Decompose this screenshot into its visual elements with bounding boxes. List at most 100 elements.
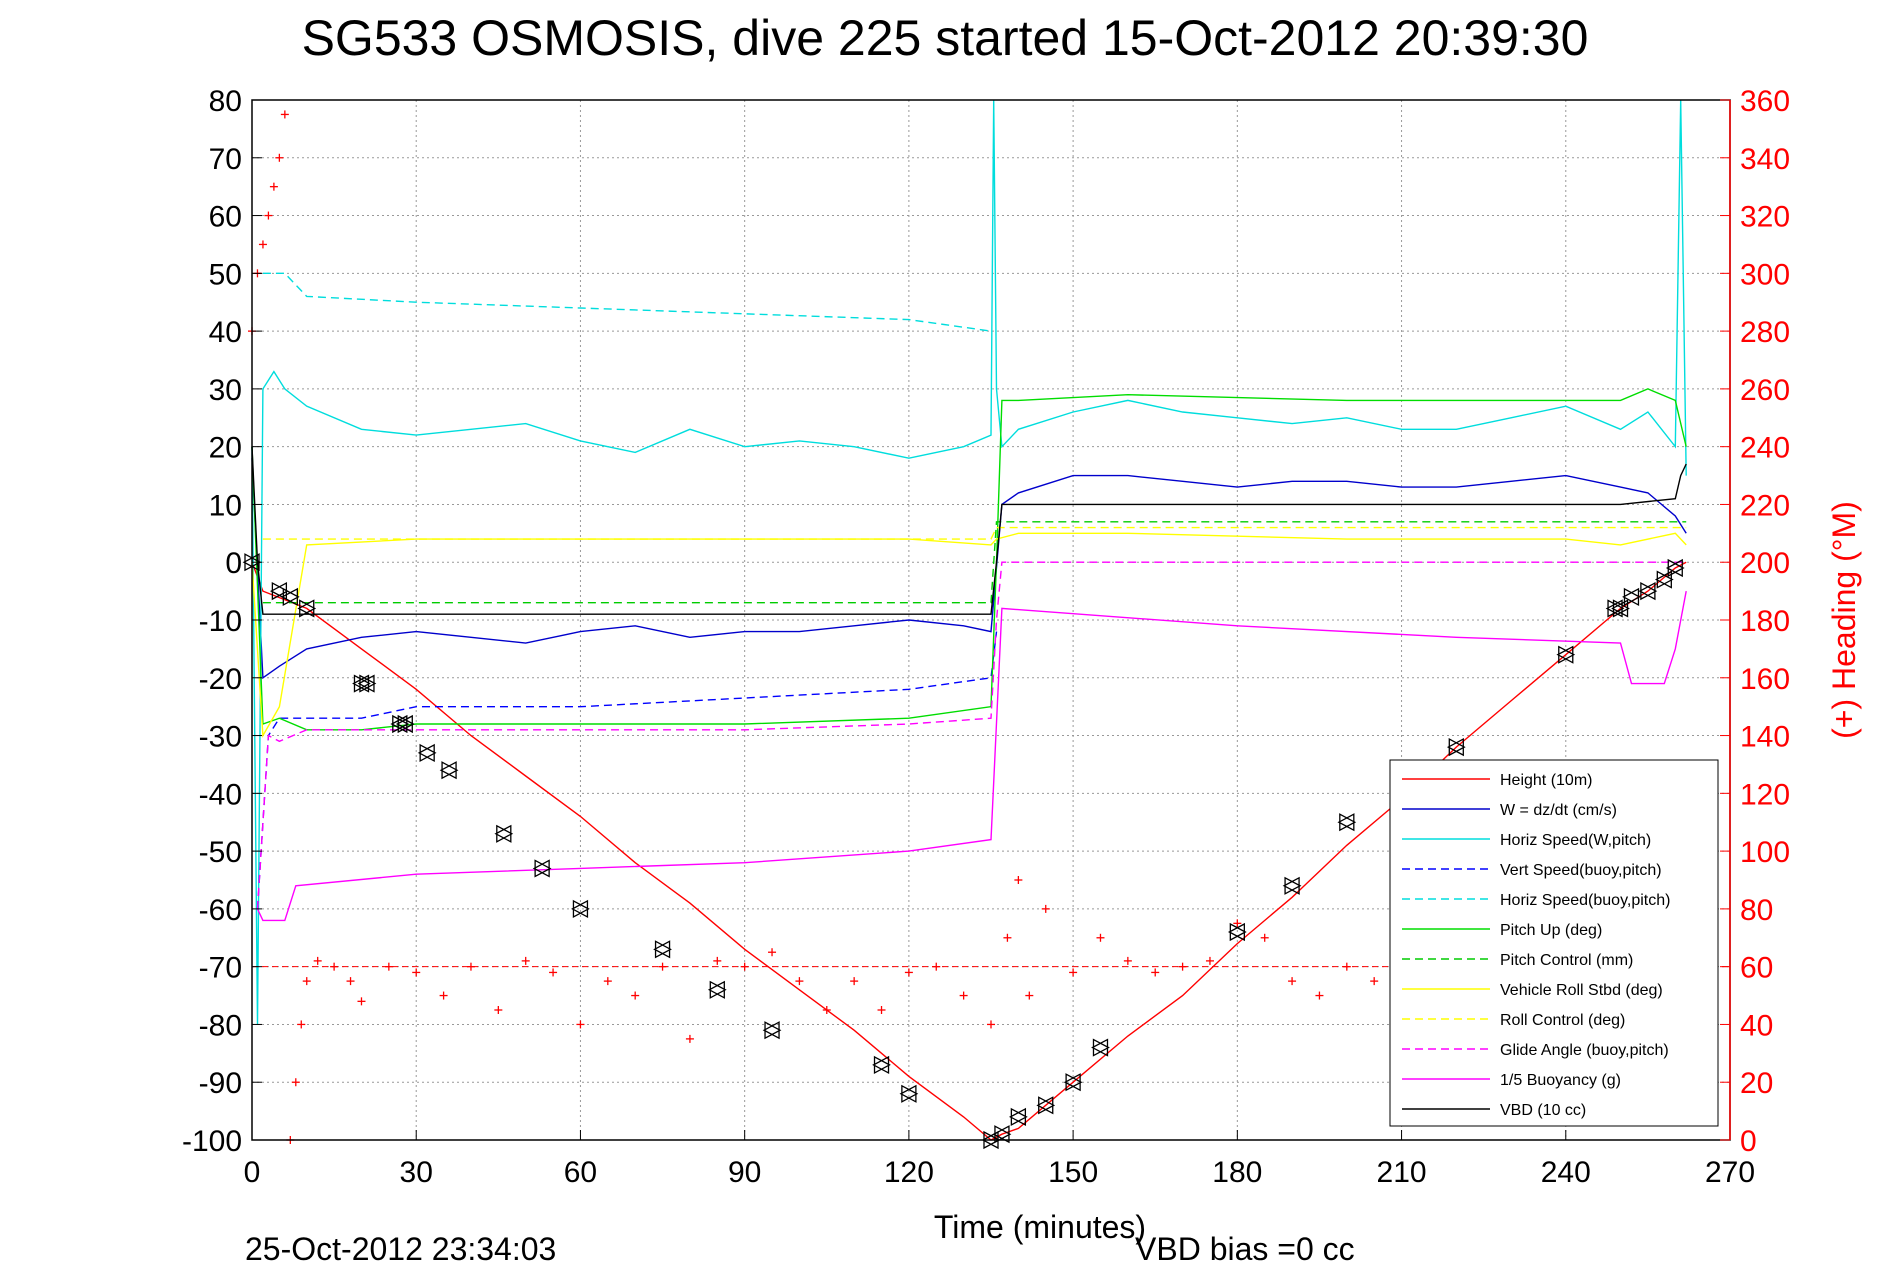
height-marker — [1654, 570, 1674, 589]
y-axis-left: 80 70 60 50 40 30 20 10 0 -10 -20 -30 -40 -50 -60 -70 -8… — [182, 85, 262, 1158]
height-marker — [1227, 922, 1247, 942]
y-tick-label: 40 — [209, 316, 242, 349]
legend: Height (10m) W = dz/dt (cm/s) Horiz Speed(… — [1389, 759, 1719, 1127]
heading-point — [904, 968, 913, 977]
heading-point — [258, 240, 267, 249]
x-axis: 0 30 60 90 120 150 180 210 240 270 — [244, 1130, 1755, 1189]
heading-point — [850, 977, 859, 986]
heading-point — [280, 110, 289, 119]
heading-point — [1041, 904, 1050, 913]
y-right-tick-label: 220 — [1740, 489, 1790, 522]
y-tick-label: 0 — [225, 547, 242, 580]
heading-point — [357, 997, 366, 1006]
x-tick-label: 180 — [1212, 1156, 1262, 1189]
height-marker — [762, 1021, 782, 1040]
heading-point — [439, 991, 448, 1000]
heading-point — [603, 977, 612, 986]
y-tick-label: 50 — [209, 258, 242, 291]
height-marker — [899, 1084, 919, 1103]
y-right-tick-label: 40 — [1740, 1009, 1773, 1042]
y-tick-label: -30 — [199, 721, 242, 754]
heading-point — [264, 211, 273, 220]
height-marker — [1282, 876, 1302, 895]
legend-label: Glide Angle (buoy,pitch) — [1500, 1042, 1669, 1059]
y-right-tick-label: 320 — [1740, 201, 1790, 234]
height-marker — [1063, 1073, 1083, 1092]
height-marker — [1337, 813, 1357, 832]
y-tick-label: -20 — [199, 663, 242, 696]
series-layer — [251, 99, 1687, 1141]
heading-point — [1003, 933, 1012, 942]
heading-point — [959, 991, 968, 1000]
y-tick-label: 60 — [209, 201, 242, 234]
height-marker — [417, 743, 437, 762]
y-tick-label: 80 — [209, 85, 242, 118]
series-line-1 — [251, 458, 1687, 680]
series-line-6 — [262, 521, 1687, 604]
legend-label: W = dz/dt (cm/s) — [1500, 802, 1617, 819]
height-marker — [390, 714, 410, 734]
y-right-tick-label: 140 — [1740, 721, 1790, 754]
y-tick-label: -100 — [182, 1125, 242, 1158]
height-marker — [297, 599, 317, 618]
heading-point — [1205, 956, 1214, 965]
legend-label: VBD (10 cc) — [1500, 1102, 1586, 1119]
heading-point — [269, 182, 278, 191]
series-line-0 — [251, 561, 1687, 1141]
y-right-tick-label: 240 — [1740, 432, 1790, 465]
series-line-10 — [256, 590, 1687, 922]
x-tick-label: 90 — [728, 1156, 761, 1189]
height-marker — [357, 674, 377, 693]
heading-point — [1096, 933, 1105, 942]
x-tick-label: 210 — [1377, 1156, 1427, 1189]
x-tick-label: 0 — [244, 1156, 261, 1189]
height-marker — [571, 899, 590, 918]
y-tick-label: -50 — [199, 836, 242, 869]
heading-point — [1025, 991, 1034, 1000]
height-marker — [1036, 1096, 1056, 1115]
y-right-tick-label: 180 — [1740, 605, 1790, 638]
heading-point — [631, 991, 640, 1000]
heading-point — [576, 1020, 585, 1029]
legend-label: Pitch Up (deg) — [1500, 922, 1602, 939]
legend-label: Roll Control (deg) — [1500, 1012, 1625, 1029]
series-line-2 — [251, 99, 1687, 1025]
height-marker — [532, 859, 552, 878]
y-axis-right: 3603403203002802602402202001801601401201… — [1720, 85, 1790, 1158]
heading-point — [521, 956, 530, 965]
heading-point — [302, 977, 311, 986]
heading-point — [685, 1034, 694, 1043]
heading-point — [297, 1020, 306, 1029]
heading-point — [1151, 968, 1160, 977]
heading-point — [1123, 956, 1132, 965]
y-tick-label: -70 — [199, 952, 242, 985]
legend-label: Vehicle Roll Stbd (deg) — [1500, 982, 1663, 999]
heading-point — [713, 956, 722, 965]
y-right-tick-label: 340 — [1740, 143, 1790, 176]
footer-vbd-bias: VBD bias =0 cc — [1135, 1231, 1355, 1262]
height-marker — [352, 674, 371, 693]
heading-point — [1014, 876, 1023, 884]
y-tick-label: -90 — [199, 1067, 242, 1100]
heading-point — [412, 968, 421, 977]
heading-point — [1288, 977, 1297, 986]
height-marker — [653, 940, 672, 959]
x-tick-label: 120 — [884, 1156, 934, 1189]
height-marker — [1622, 587, 1641, 606]
y-tick-label: 70 — [209, 143, 242, 176]
x-tick-label: 270 — [1705, 1156, 1755, 1189]
heading-point — [494, 1006, 503, 1014]
y-right-tick-label: 160 — [1740, 663, 1790, 696]
heading-point — [346, 977, 355, 986]
y-tick-label: 20 — [209, 432, 242, 465]
heading-point — [822, 1006, 831, 1014]
height-marker — [1446, 738, 1466, 757]
height-marker — [1605, 599, 1625, 618]
y-right-tick-label: 120 — [1740, 778, 1790, 811]
heading-point — [1069, 968, 1078, 977]
y-right-tick-label: 0 — [1740, 1125, 1757, 1158]
height-marker — [872, 1055, 891, 1074]
legend-label: Pitch Control (mm) — [1500, 952, 1633, 969]
y-tick-label: -10 — [199, 605, 242, 638]
